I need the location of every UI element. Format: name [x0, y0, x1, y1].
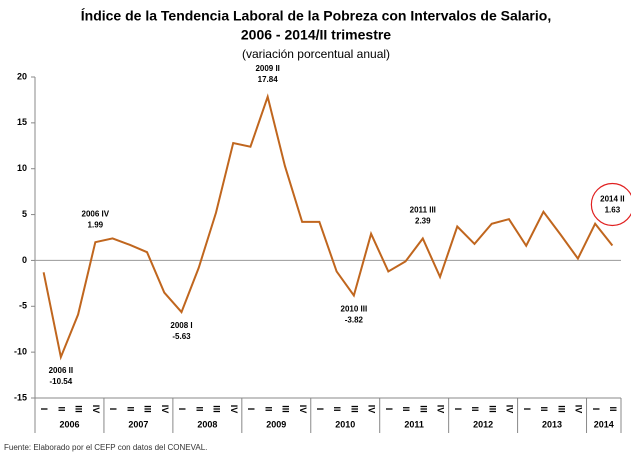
x-tick-label: IV: [91, 405, 101, 414]
year-label: 2007: [128, 419, 148, 429]
x-tick-label: II: [401, 406, 411, 411]
value-label: 17.84: [258, 75, 279, 84]
y-tick-label: -10: [14, 347, 27, 357]
x-tick-label: II: [56, 406, 66, 411]
value-label: 1.99: [88, 220, 104, 229]
x-tick-label: IV: [436, 405, 446, 414]
year-label: 2011: [404, 419, 424, 429]
year-label: 2012: [473, 419, 493, 429]
x-tick-label: III: [143, 405, 153, 413]
year-label: 2006: [59, 419, 79, 429]
value-label: -5.63: [172, 332, 191, 341]
x-tick-label: I: [591, 408, 601, 411]
point-label: 2006 II: [49, 366, 73, 375]
chart-title: 2006 - 2014/II trimestre: [241, 27, 391, 43]
x-tick-label: IV: [160, 405, 170, 414]
year-label: 2009: [266, 419, 286, 429]
x-tick-label: I: [453, 408, 463, 411]
x-tick-label: II: [125, 406, 135, 411]
x-tick-label: III: [556, 405, 566, 413]
x-tick-label: II: [470, 406, 480, 411]
x-tick-label: II: [539, 406, 549, 411]
x-tick-label: IV: [574, 405, 584, 414]
x-tick-label: II: [332, 406, 342, 411]
point-label: 2014 II: [600, 195, 624, 204]
y-tick-label: 15: [17, 117, 27, 127]
y-tick-label: 10: [17, 163, 27, 173]
year-label: 2013: [542, 419, 562, 429]
x-tick-label: III: [212, 405, 222, 413]
x-tick-label: I: [522, 408, 532, 411]
chart-subtitle: (variación porcentual anual): [242, 47, 390, 61]
x-tick-label: IV: [229, 405, 239, 414]
x-tick-label: IV: [298, 405, 308, 414]
value-label: -3.82: [345, 316, 364, 325]
year-label: 2010: [335, 419, 355, 429]
x-tick-label: II: [608, 406, 618, 411]
chart-title: Índice de la Tendencia Laboral de la Pob…: [81, 8, 551, 24]
data-line: [42, 93, 614, 361]
point-label: 2009 II: [255, 64, 279, 73]
x-tick-label: III: [349, 405, 359, 413]
x-tick-label: I: [384, 408, 394, 411]
y-tick-label: 5: [22, 209, 27, 219]
x-tick-label: I: [315, 408, 325, 411]
y-tick-label: -15: [14, 392, 27, 402]
x-tick-label: IV: [505, 405, 515, 414]
point-label: 2008 I: [170, 321, 192, 330]
x-tick-label: III: [418, 405, 428, 413]
value-label: 1.63: [605, 206, 621, 215]
point-label: 2006 IV: [82, 209, 110, 218]
x-tick-label: I: [246, 408, 256, 411]
x-tick-label: IV: [367, 405, 377, 414]
point-label: 2010 III: [341, 305, 368, 314]
x-tick-label: III: [74, 405, 84, 413]
y-tick-label: 20: [17, 71, 27, 81]
source-note: Fuente: Elaborado por el CEFP con datos …: [4, 443, 207, 452]
y-tick-label: -5: [19, 301, 27, 311]
x-tick-label: I: [108, 408, 118, 411]
value-label: 2.39: [415, 217, 431, 226]
x-tick-label: I: [39, 408, 49, 411]
x-tick-label: II: [263, 406, 273, 411]
year-label: 2014: [594, 419, 614, 429]
x-tick-label: III: [487, 405, 497, 413]
x-tick-label: III: [281, 405, 291, 413]
x-tick-label: I: [177, 408, 187, 411]
highlight-circle: [590, 182, 631, 227]
y-tick-label: 0: [22, 255, 27, 265]
x-tick-label: II: [194, 406, 204, 411]
value-label: -10.54: [50, 377, 73, 386]
year-label: 2008: [197, 419, 217, 429]
point-label: 2011 III: [410, 206, 436, 215]
